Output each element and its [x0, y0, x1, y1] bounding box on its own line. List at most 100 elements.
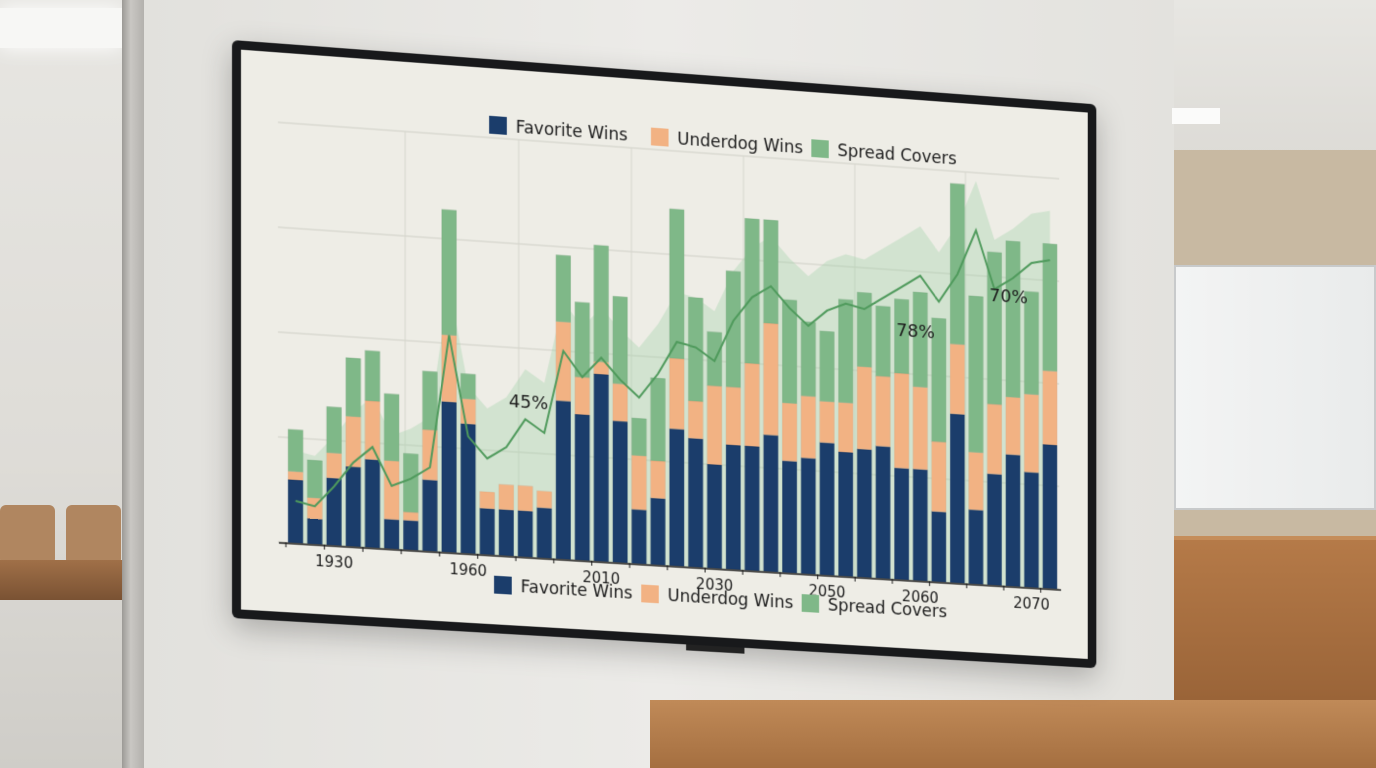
- spread-covers-bar: [969, 296, 983, 453]
- favorite-wins-bar: [913, 469, 928, 581]
- ceiling-light: [1172, 108, 1220, 124]
- left-room: [0, 0, 125, 768]
- spread-covers-bar: [726, 271, 741, 388]
- underdog-wins-bar: [480, 491, 495, 509]
- legend-swatch: [802, 594, 819, 613]
- underdog-wins-bar: [820, 401, 835, 443]
- spread-covers-bar: [838, 299, 853, 403]
- underdog-wins-bar: [613, 383, 628, 421]
- stacked-bar-chart: 1930 1960 2010 2030 2050 2060 2070 Favorite Wi…: [241, 50, 1088, 659]
- favorite-wins-bar: [745, 446, 760, 571]
- favorite-wins-bar: [480, 508, 495, 555]
- favorite-wins-bar: [365, 459, 380, 548]
- favorite-wins-bar: [820, 442, 835, 575]
- wall-monitor: 1930 1960 2010 2030 2050 2060 2070 Favorite Wi…: [232, 40, 1096, 717]
- favorite-wins-bar: [575, 414, 590, 560]
- legend-swatch: [811, 139, 828, 158]
- spread-covers-bar: [365, 350, 380, 401]
- favorite-wins-bar: [384, 519, 399, 549]
- favorite-wins-bar: [613, 421, 628, 563]
- favorite-wins-bar: [499, 509, 514, 556]
- spread-covers-bar: [307, 460, 322, 499]
- underdog-wins-bar: [384, 460, 399, 519]
- underdog-wins-bar: [707, 385, 722, 465]
- spread-covers-bar: [782, 299, 797, 403]
- underdog-wins-bar: [876, 376, 891, 447]
- underdog-wins-bar: [987, 404, 1001, 475]
- favorite-wins-bar: [857, 449, 872, 578]
- legend-label: Spread Covers: [837, 141, 956, 169]
- underdog-wins-bar: [288, 471, 303, 480]
- favorite-wins-bar: [726, 445, 741, 570]
- underdog-wins-bar: [688, 401, 703, 439]
- spread-covers-bar: [556, 255, 571, 323]
- spread-covers-bar: [594, 245, 609, 362]
- spread-covers-bar: [764, 219, 779, 323]
- favorite-wins-bar: [894, 468, 909, 580]
- favorite-wins-bar: [688, 438, 703, 567]
- spread-covers-bar: [613, 296, 628, 384]
- underdog-wins-bar: [518, 485, 533, 511]
- favorite-wins-bar: [801, 458, 816, 575]
- underdog-wins-bar: [932, 441, 946, 512]
- wall-pillar: [122, 0, 144, 768]
- favorite-wins-bar: [651, 498, 666, 565]
- spread-covers-bar: [688, 297, 703, 402]
- underdog-wins-bar: [1024, 394, 1038, 473]
- spread-covers-bar: [461, 373, 476, 399]
- legend-swatch: [641, 584, 659, 603]
- spread-covers-bar: [327, 406, 342, 453]
- whiteboard: [1174, 265, 1376, 510]
- x-tick-label: 1930: [315, 552, 353, 572]
- favorite-wins-bar: [987, 474, 1001, 586]
- spread-covers-bar: [651, 378, 666, 462]
- legend-swatch: [494, 576, 512, 595]
- spread-covers-bar: [384, 393, 399, 461]
- underdog-wins-bar: [838, 402, 853, 452]
- spread-covers-bar: [1006, 241, 1020, 398]
- underdog-wins-bar: [726, 387, 741, 446]
- favorite-wins-bar: [632, 509, 647, 564]
- underdog-wins-bar: [537, 491, 552, 509]
- favorite-wins-bar: [1043, 444, 1057, 588]
- conference-table: [0, 560, 122, 600]
- chair: [66, 505, 121, 565]
- favorite-wins-bar: [403, 520, 418, 550]
- underdog-wins-bar: [782, 403, 797, 462]
- underdog-wins-bar: [327, 453, 342, 479]
- ceiling: [1174, 0, 1376, 170]
- underdog-wins-bar: [632, 455, 647, 510]
- legend-swatch: [489, 116, 507, 135]
- underdog-wins-bar: [913, 387, 928, 470]
- favorite-wins-bar: [838, 452, 853, 577]
- underdog-wins-bar: [499, 484, 514, 510]
- favorite-wins-bar: [307, 518, 322, 544]
- underdog-wins-bar: [403, 512, 418, 521]
- favorite-wins-bar: [950, 414, 964, 584]
- spread-covers-bar: [403, 453, 418, 512]
- spread-covers-bar: [1043, 243, 1057, 371]
- underdog-wins-bar: [1006, 397, 1020, 455]
- favorite-wins-bar: [422, 479, 437, 551]
- favorite-wins-bar: [707, 464, 722, 568]
- percentage-annotation: 45%: [509, 391, 548, 414]
- spread-covers-bar: [422, 371, 437, 430]
- underdog-wins-bar: [745, 363, 760, 447]
- spread-covers-bar: [288, 429, 303, 472]
- spread-covers-bar: [876, 306, 891, 377]
- x-tick-label: 1960: [449, 560, 487, 580]
- favorite-wins-bar: [288, 479, 303, 543]
- underdog-wins-bar: [801, 396, 816, 459]
- monitor-screen: 1930 1960 2010 2030 2050 2060 2070 Favorite Wi…: [241, 50, 1088, 659]
- underdog-wins-bar: [651, 461, 666, 499]
- underdog-wins-bar: [764, 323, 779, 436]
- cabinet: [1174, 540, 1376, 700]
- underdog-wins-bar: [857, 366, 872, 449]
- percentage-annotation: 78%: [896, 320, 934, 343]
- favorite-wins-bar: [1006, 454, 1020, 586]
- spread-covers-bar: [346, 357, 361, 417]
- spread-covers-bar: [820, 331, 835, 402]
- underdog-wins-bar: [669, 358, 684, 429]
- favorite-wins-bar: [537, 507, 552, 558]
- spread-covers-bar: [857, 292, 872, 367]
